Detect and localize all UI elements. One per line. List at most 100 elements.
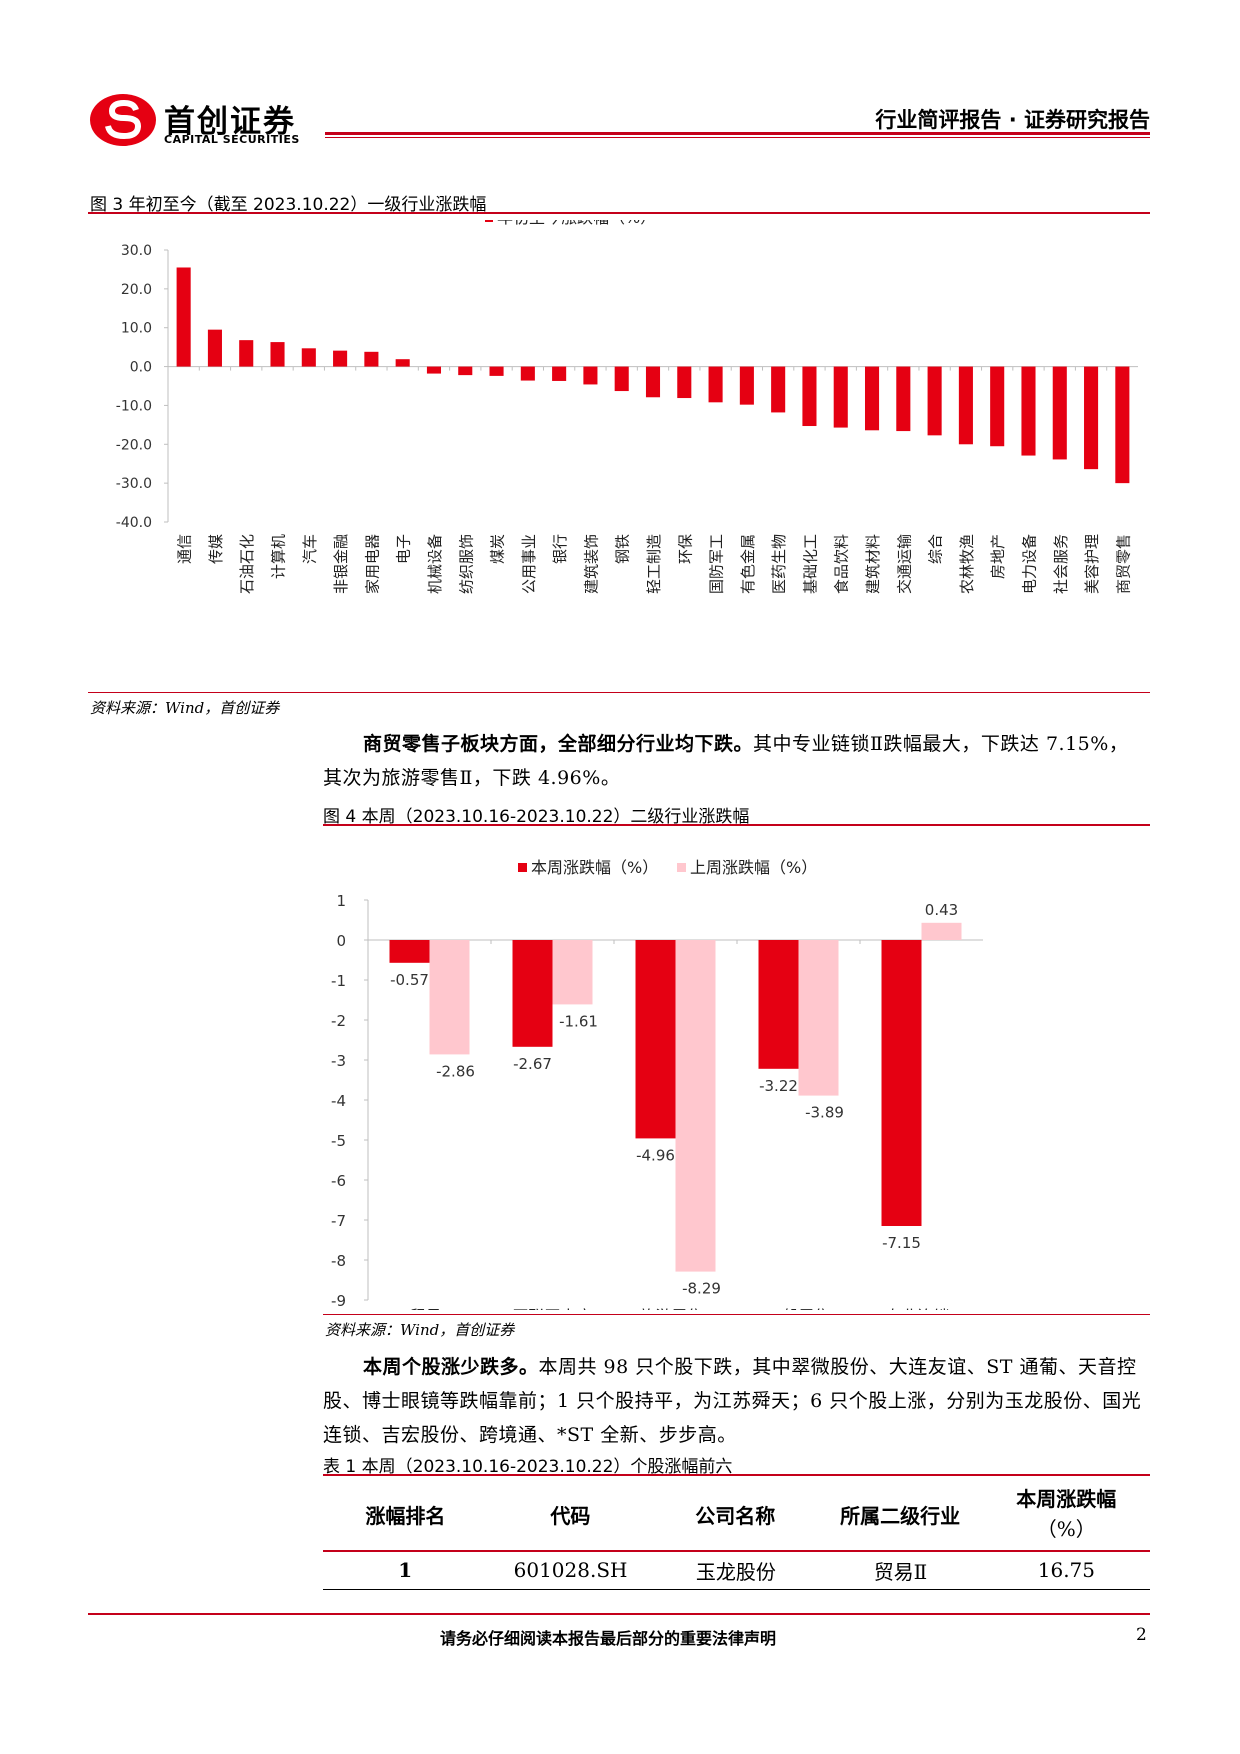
bar	[927, 366, 942, 436]
x-tick-label: 通信	[176, 534, 194, 564]
table-cell-code: 601028.SH	[513, 1558, 628, 1582]
bar	[458, 366, 473, 376]
bar	[239, 340, 254, 367]
x-tick-label: 医药生物	[770, 534, 788, 594]
y-tick-label: -2	[331, 1012, 346, 1030]
table-cell-change: 16.75	[1037, 1558, 1096, 1582]
bar	[364, 351, 379, 367]
x-tick-label: 非银金融	[332, 534, 350, 594]
bar	[270, 342, 285, 367]
y-tick-label: 1	[336, 892, 346, 910]
x-tick-label: 房地产	[989, 534, 1007, 579]
legend-swatch	[518, 863, 527, 872]
bar	[426, 366, 442, 374]
data-label: 0.43	[925, 901, 958, 919]
x-tick-label: 电力设备	[1020, 534, 1038, 594]
table-header: 所属二级行业	[840, 1503, 961, 1528]
x-tick-label: 旅游零售Ⅱ	[640, 1307, 712, 1310]
bar	[990, 366, 1005, 447]
table-row: 1 601028.SH 玉龙股份 贸易Ⅱ 16.75	[323, 1552, 1150, 1588]
x-tick-label: 交通运输	[895, 534, 913, 594]
x-tick-label: 一般零售	[766, 1307, 830, 1310]
y-tick-label: 0.0	[130, 360, 152, 376]
x-tick-label: 轻工制造	[645, 534, 663, 594]
x-tick-label: 国防军工	[708, 534, 726, 594]
bar	[520, 366, 535, 381]
legend-swatch	[677, 863, 686, 872]
table-cell-industry: 贸易Ⅱ	[873, 1559, 928, 1584]
page-number: 2	[1136, 1625, 1147, 1645]
bar	[675, 940, 716, 1272]
bar	[301, 348, 316, 367]
fig3-caption: 图 3 年初至今（截至 2023.10.22）一级行业涨跌幅	[90, 195, 487, 215]
bar	[798, 940, 839, 1096]
y-tick-label: -9	[331, 1292, 346, 1310]
paragraph-stocks-body: 本周共 98 只个股下跌，其中翠微股份、大连友谊、ST 通葡、天音控股、博士眼镜…	[323, 1356, 1142, 1446]
y-tick-label: -40.0	[116, 515, 152, 531]
legend-label: 年初至今涨跌幅（%）	[497, 220, 656, 227]
x-tick-label: 食品饮料	[833, 534, 851, 594]
x-tick-label: 汽车	[301, 534, 319, 564]
x-tick-label: 计算机	[270, 534, 288, 579]
fig4-top-rule	[323, 824, 1150, 826]
header-rule-thin	[325, 137, 1150, 138]
bar	[1115, 366, 1130, 484]
table-header: 公司名称	[695, 1503, 776, 1528]
x-tick-label: 环保	[676, 534, 694, 564]
table1-caption: 表 1 本周（2023.10.16-2023.10.22）个股涨幅前六	[323, 1457, 733, 1477]
bar	[635, 940, 676, 1139]
x-tick-label: 建筑材料	[864, 534, 882, 594]
chart-ytd-industry: 年初至今涨跌幅（%） 30.0 20.0 10.0 0.0 -10.0 -20.0 -30.0…	[116, 220, 1138, 594]
table-header-row: 涨幅排名 代码 公司名称 所属二级行业 本周涨跌幅 （%）	[323, 1478, 1150, 1550]
table-cell-rank: 1	[398, 1558, 413, 1582]
x-tick-label: 贸易Ⅱ	[410, 1307, 450, 1310]
paragraph-retail-sector: 商贸零售子板块方面，全部细分行业均下跌。其中专业链锁Ⅱ跌幅最大，下跌达 7.15…	[323, 727, 1145, 795]
bar	[512, 940, 553, 1047]
bar	[896, 366, 911, 432]
x-tick-label: 综合	[927, 534, 945, 564]
fig3-source: 资料来源：Wind，首创证券	[90, 699, 280, 717]
bar	[833, 366, 848, 428]
logo-text-en: CAPITAL SECURITIES	[164, 133, 300, 146]
y-tick-label: -5	[331, 1132, 346, 1150]
x-tick-label: 基础化工	[801, 534, 819, 594]
bar	[552, 940, 593, 1005]
bar	[395, 359, 410, 367]
table-cell-name: 玉龙股份	[695, 1559, 776, 1584]
y-tick-label: -3	[331, 1052, 346, 1070]
bar	[583, 366, 598, 385]
data-label: -2.86	[436, 1062, 475, 1080]
bar	[1021, 366, 1036, 456]
data-label: -0.57	[390, 971, 429, 989]
bar	[645, 366, 661, 398]
paragraph-stocks: 本周个股涨少跌多。本周共 98 只个股下跌，其中翠微股份、大连友谊、ST 通葡、…	[323, 1350, 1145, 1452]
fig3-top-rule	[88, 212, 1150, 214]
x-tick-label: 商贸零售	[1114, 534, 1132, 594]
table1-row-rule	[323, 1589, 1150, 1590]
y-tick-label: -10.0	[116, 398, 152, 414]
chart-weekly-subindustry: 本周涨跌幅（%） 上周涨跌幅（%） 1 0 -1 -2 -3 -4 -5 -6 -7 -8 -9 -0.5…	[331, 858, 983, 1310]
data-label: -7.15	[882, 1234, 921, 1252]
y-tick-label: -6	[331, 1172, 346, 1190]
bar	[739, 366, 754, 405]
x-tick-label: 互联网电商	[512, 1307, 592, 1310]
y-tick-label: -7	[331, 1212, 346, 1230]
x-tick-label: 机械设备	[426, 534, 444, 594]
x-tick-label: 银行	[551, 534, 569, 564]
fig3-bottom-rule	[88, 692, 1150, 693]
bar	[552, 366, 567, 381]
x-tick-label: 社会服务	[1052, 534, 1070, 594]
x-tick-label: 石油石化	[238, 534, 256, 594]
bar	[1084, 366, 1099, 470]
bar	[176, 267, 191, 367]
bar	[864, 366, 880, 431]
bar	[881, 940, 922, 1226]
y-tick-label: -20.0	[116, 437, 152, 453]
y-tick-label: -30.0	[116, 476, 152, 492]
data-label: -2.67	[513, 1055, 552, 1073]
paragraph-stocks-lead: 本周个股涨少跌多。	[363, 1356, 539, 1378]
legend-label: 上周涨跌幅（%）	[690, 858, 817, 877]
x-tick-label: 家用电器	[363, 534, 381, 594]
paragraph-retail-sector-body: 其中专业链锁Ⅱ跌幅最大，下跌达 7.15%，其次为旅游零售Ⅱ，下跌 4.96%。	[323, 733, 1129, 789]
y-tick-label: 0	[336, 932, 346, 950]
